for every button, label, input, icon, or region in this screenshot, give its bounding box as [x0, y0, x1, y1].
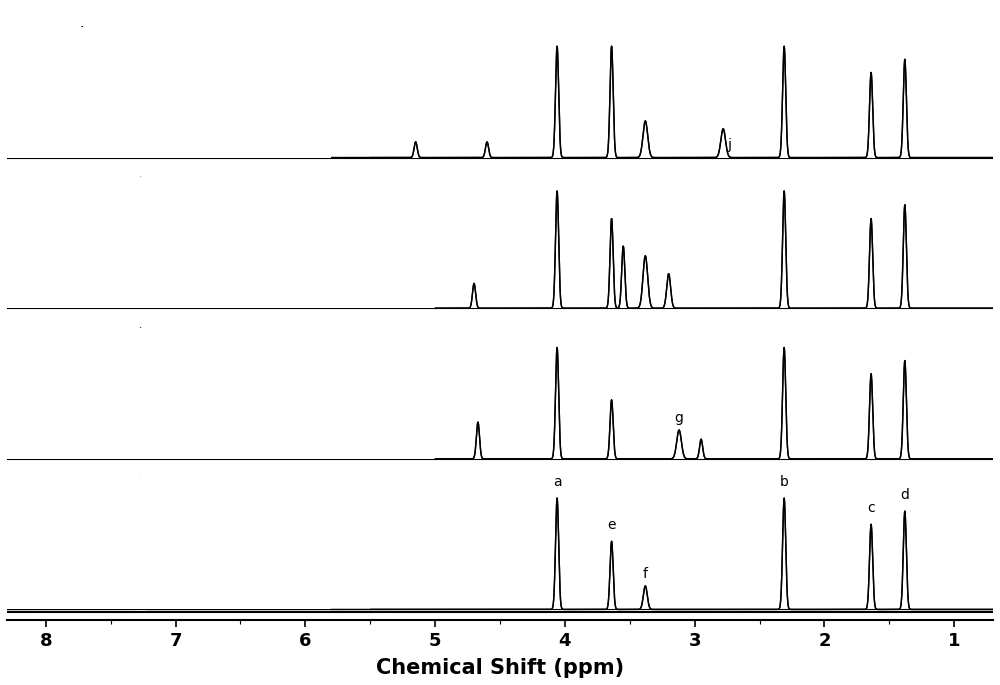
Bar — [7, 478, 370, 610]
Text: b: b — [780, 475, 789, 489]
Text: j: j — [728, 138, 732, 152]
Bar — [7, 177, 435, 308]
Text: c: c — [867, 501, 875, 515]
X-axis label: Chemical Shift (ppm): Chemical Shift (ppm) — [376, 658, 624, 678]
Text: h: h — [87, 289, 96, 303]
Bar — [7, 27, 331, 158]
Text: d: d — [900, 488, 909, 502]
Text: f: f — [643, 566, 648, 581]
Bar — [7, 328, 435, 459]
Text: a: a — [553, 475, 561, 489]
Text: i: i — [115, 138, 119, 152]
Text: g: g — [675, 411, 683, 425]
Text: e: e — [607, 518, 616, 532]
